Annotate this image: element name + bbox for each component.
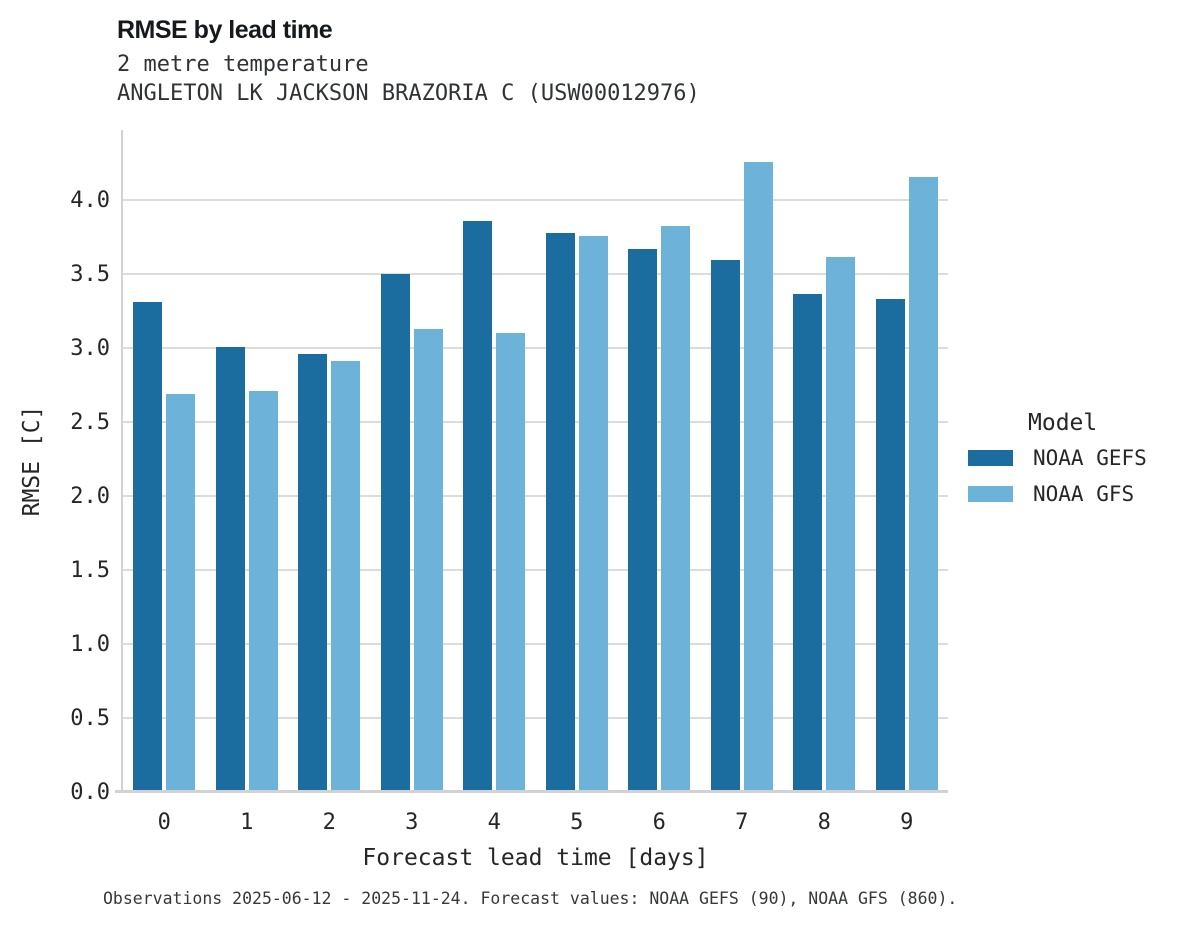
gridline (123, 495, 948, 498)
gridline (123, 717, 948, 720)
bar-noaa-gfs-lead-3 (413, 328, 443, 790)
x-tick-label: 6 (652, 810, 666, 835)
y-tick-label: 0.5 (70, 706, 110, 732)
bar-group-lead-7 (701, 130, 784, 790)
bar-noaa-gefs-lead-9 (875, 299, 905, 790)
bar-group-lead-0 (123, 130, 206, 790)
bar-noaa-gefs-lead-1 (215, 346, 245, 790)
bar-group-lead-1 (206, 130, 289, 790)
legend-swatch-noaa-gefs-icon (968, 450, 1013, 466)
x-tick-label: 8 (817, 810, 831, 835)
caption: Observations 2025-06-12 - 2025-11-24. Fo… (103, 889, 958, 908)
bar-noaa-gfs-lead-4 (496, 333, 526, 790)
bar-noaa-gfs-lead-2 (331, 361, 361, 790)
x-tick-label: 9 (900, 810, 914, 835)
chart-subtitle-variable: 2 metre temperature (117, 52, 369, 77)
gridline (123, 421, 948, 424)
gridline (123, 569, 948, 572)
gridline (123, 199, 948, 202)
legend-entry-noaa-gefs: NOAA GEFS (968, 446, 1183, 470)
bar-group-lead-3 (371, 130, 454, 790)
bar-noaa-gefs-lead-6 (628, 249, 658, 790)
y-axis-line (121, 130, 123, 793)
y-tick-label: 0.0 (70, 780, 110, 805)
gridline (123, 347, 948, 350)
x-tick-label: 3 (405, 810, 419, 835)
bar-noaa-gfs-lead-6 (661, 225, 691, 790)
bar-group-lead-2 (288, 130, 371, 790)
y-tick-label: 3.0 (70, 336, 110, 362)
legend-label-noaa-gfs: NOAA GFS (1033, 482, 1135, 506)
bar-noaa-gefs-lead-3 (380, 274, 410, 790)
plot-area (115, 130, 948, 793)
legend-title: Model (1028, 410, 1098, 436)
legend-entry-noaa-gfs: NOAA GFS (968, 482, 1183, 506)
chart-subtitle-station: ANGLETON LK JACKSON BRAZORIA C (USW00012… (117, 81, 700, 106)
gridline (123, 273, 948, 276)
x-tick-label: 5 (570, 810, 584, 835)
x-axis-title: Forecast lead time [days] (362, 845, 709, 871)
x-axis-line (115, 790, 948, 793)
bar-noaa-gefs-lead-7 (710, 259, 740, 790)
bar-noaa-gfs-lead-1 (248, 390, 278, 790)
x-tick-label: 7 (735, 810, 749, 835)
bar-group-lead-8 (783, 130, 866, 790)
bar-noaa-gfs-lead-8 (826, 256, 856, 790)
y-tick-label: 1.5 (70, 558, 110, 584)
x-tick-label: 0 (157, 810, 171, 835)
y-tick-label: 4.0 (70, 188, 110, 214)
y-tick-label: 3.5 (70, 262, 110, 288)
legend-label-noaa-gefs: NOAA GEFS (1033, 446, 1147, 470)
bar-group-lead-4 (453, 130, 536, 790)
bar-noaa-gfs-lead-9 (908, 177, 938, 790)
y-tick-label: 1.0 (70, 632, 110, 658)
x-tick-labels: 0 1 2 3 4 5 6 7 8 9 (123, 810, 948, 835)
y-tick-labels: 0.0 0.5 1.0 1.5 2.0 2.5 3.0 3.5 4.0 (0, 130, 110, 804)
bar-group-lead-9 (866, 130, 949, 790)
bar-noaa-gfs-lead-7 (743, 162, 773, 790)
bar-noaa-gfs-lead-0 (166, 393, 196, 790)
bar-noaa-gefs-lead-8 (793, 293, 823, 790)
legend-swatch-noaa-gfs-icon (968, 486, 1013, 502)
gridline (123, 643, 948, 646)
legend: Model NOAA GEFS NOAA GFS (968, 410, 1183, 520)
bar-noaa-gefs-lead-4 (463, 221, 493, 790)
y-tick-label: 2.5 (70, 410, 110, 436)
x-tick-label: 4 (487, 810, 501, 835)
bar-noaa-gfs-lead-5 (578, 236, 608, 790)
bar-noaa-gefs-lead-2 (298, 353, 328, 790)
x-tick-label: 1 (240, 810, 254, 835)
y-tick-label: 2.0 (70, 484, 110, 510)
bar-group-lead-5 (536, 130, 619, 790)
bar-groups (123, 130, 948, 790)
bar-noaa-gefs-lead-0 (133, 302, 163, 790)
chart-title: RMSE by lead time (117, 16, 333, 44)
bar-group-lead-6 (618, 130, 701, 790)
x-tick-label: 2 (322, 810, 336, 835)
bar-noaa-gefs-lead-5 (545, 233, 575, 790)
